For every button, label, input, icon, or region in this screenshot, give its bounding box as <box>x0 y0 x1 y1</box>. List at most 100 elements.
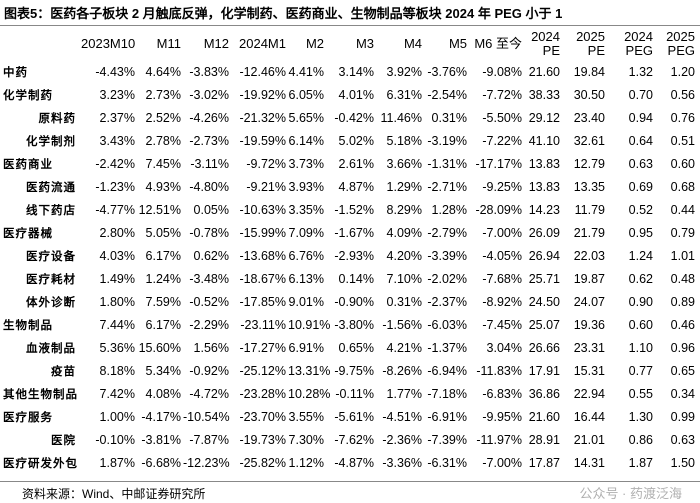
table-cell: 26.94 <box>528 248 560 263</box>
table-cell: 2.78% <box>145 133 181 148</box>
source-note: 资料来源：Wind、中邮证券研究所 <box>22 487 206 501</box>
table-cell: 3.93% <box>288 179 324 194</box>
table-cell: 0.56 <box>670 87 695 102</box>
header-cell: 2024 PEG <box>624 29 653 58</box>
table-cell: 6.14% <box>288 133 324 148</box>
table-cell: 0.52 <box>628 202 653 217</box>
table-cell: -7.18% <box>427 386 467 401</box>
table-cell: -2.71% <box>427 179 467 194</box>
table-cell: 7.10% <box>386 271 422 286</box>
table-cell: -0.92% <box>189 363 229 378</box>
header-cell: 2023M10 <box>81 36 136 51</box>
table-cell: -3.81% <box>141 432 181 447</box>
table-cell: 0.44 <box>670 202 695 217</box>
header-cell: M5 <box>448 36 467 51</box>
row-label: 其他生物制品 <box>3 388 78 401</box>
table-cell: 0.79 <box>670 225 695 240</box>
header-cell: 2025 PEG <box>666 29 695 58</box>
table-cell: -15.99% <box>239 225 286 240</box>
table-cell: -0.11% <box>335 386 374 401</box>
table-cell: -1.31% <box>427 156 467 171</box>
table-cell: 4.20% <box>386 248 422 263</box>
table-cell: 0.14% <box>338 271 374 286</box>
table-cell: 5.65% <box>288 110 324 125</box>
table-cell: -0.52% <box>189 294 229 309</box>
title: 图表5：医药各子板块 2 月触底反弹，化学制药、医药商业、生物制品等板块 202… <box>4 6 563 21</box>
table-cell: -9.21% <box>246 179 286 194</box>
table-cell: 0.48 <box>670 271 695 286</box>
table-cell: 11.79 <box>574 202 605 217</box>
table-cell: -23.28% <box>239 386 286 401</box>
table-cell: 0.63 <box>670 432 695 447</box>
table-cell: -1.67% <box>334 225 374 240</box>
table-cell: 0.95 <box>628 225 653 240</box>
table-row: 血液制品 5.36% 15.60% 1.56% -17.27% 6.91% 0.65% 4.2… <box>0 336 696 359</box>
table-cell: 23.31 <box>573 340 605 355</box>
table-cell: 7.09% <box>288 225 324 240</box>
table-cell: 7.30% <box>288 432 324 447</box>
row-label: 体外诊断 <box>26 296 76 309</box>
table-cell: 1.00% <box>99 409 135 424</box>
table-cell: 16.44 <box>573 409 605 424</box>
table-row: 线下药店 -4.77% 12.51% 0.05% -10.63% 3.35% -1.52% 8… <box>0 198 696 221</box>
table-cell: 0.94 <box>628 110 653 125</box>
table-cell: 0.62 <box>628 271 653 286</box>
divider <box>0 481 700 482</box>
row-label: 生物制品 <box>3 319 53 332</box>
table-row: 原料药 2.37% 2.52% -4.26% -21.32% 5.65% -0.42% 11.… <box>0 106 696 129</box>
table-cell: -12.46% <box>239 64 286 79</box>
table-row: 医疗设备 4.03% 6.17% 0.62% -13.68% 6.76% -2.93% 4.2… <box>0 244 696 267</box>
table-cell: -9.95% <box>482 409 522 424</box>
table-cell: 2.80% <box>99 225 135 240</box>
table-cell: -3.76% <box>427 64 467 79</box>
table-cell: 4.64% <box>145 64 181 79</box>
table-cell: 2.61% <box>338 156 374 171</box>
data-table: 2023M10 M11 M12 2024M1 M2 M3 M4 M5 M6 至今 2024 PE 2… <box>0 28 696 474</box>
row-label: 医疗研发外包 <box>3 457 78 470</box>
table-cell: -19.59% <box>239 133 286 148</box>
table-cell: -6.03% <box>427 317 467 332</box>
table-cell: 12.51% <box>138 202 181 217</box>
table-cell: -18.67% <box>239 271 286 286</box>
table-cell: 6.76% <box>288 248 324 263</box>
row-label: 医院 <box>51 434 76 447</box>
table-cell: -7.00% <box>482 225 522 240</box>
table-cell: 22.03 <box>573 248 605 263</box>
table-cell: -7.45% <box>482 317 522 332</box>
table-row: 医疗服务 1.00% -4.17% -10.54% -23.70% 3.55% -5.61%… <box>0 405 696 428</box>
header-cell: 2024M1 <box>239 36 286 51</box>
row-label: 化学制剂 <box>26 135 76 148</box>
table-cell: -7.22% <box>482 133 522 148</box>
table-row: 化学制药 3.23% 2.73% -3.02% -19.92% 6.05% 4.01% 6.3… <box>0 83 696 106</box>
table-cell: -9.08% <box>482 64 522 79</box>
header-cell <box>0 28 80 60</box>
header-row: 2023M10 M11 M12 2024M1 M2 M3 M4 M5 M6 至今 2024 PE 2… <box>0 28 696 60</box>
table-cell: 15.60% <box>138 340 181 355</box>
table-cell: 0.90 <box>628 294 653 309</box>
table-cell: 6.31% <box>386 87 422 102</box>
table-cell: 2.73% <box>145 87 181 102</box>
table-row: 医疗耗材 1.49% 1.24% -3.48% -18.67% 6.13% 0.14% 7.1… <box>0 267 696 290</box>
table-cell: 7.59% <box>145 294 181 309</box>
table-cell: -11.83% <box>476 363 522 378</box>
table-cell: 6.91% <box>288 340 324 355</box>
table-cell: 1.87 <box>628 455 653 470</box>
table-row: 生物制品 7.44% 6.17% -2.29% -23.11% 10.91% -3.80% -… <box>0 313 696 336</box>
table-cell: 1.28% <box>431 202 467 217</box>
table-cell: 26.09 <box>528 225 560 240</box>
table-cell: 1.30 <box>628 409 653 424</box>
table-cell: 36.86 <box>528 386 560 401</box>
table-cell: -3.19% <box>427 133 467 148</box>
table-cell: 13.31% <box>288 363 331 378</box>
table-cell: 3.35% <box>288 202 324 217</box>
table-cell: 19.36 <box>573 317 605 332</box>
table-cell: 7.45% <box>145 156 181 171</box>
table-row: 医药流通 -1.23% 4.93% -4.80% -9.21% 3.93% 4.87% 1.2… <box>0 175 696 198</box>
table-cell: 10.91% <box>288 317 331 332</box>
table-cell: -7.68% <box>482 271 522 286</box>
row-label: 医疗器械 <box>3 227 53 240</box>
table-cell: 28.91 <box>528 432 560 447</box>
table-cell: -1.23% <box>95 179 135 194</box>
header-cell: 2024 PE <box>531 29 560 58</box>
